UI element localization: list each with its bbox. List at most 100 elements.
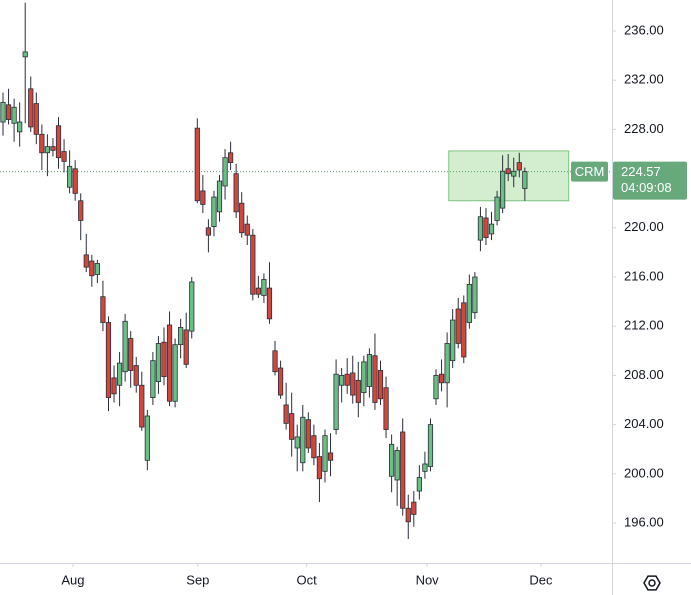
candle bbox=[322, 429, 328, 483]
candle bbox=[372, 333, 378, 410]
candle bbox=[172, 338, 178, 408]
candle-body bbox=[155, 343, 162, 382]
candle bbox=[139, 371, 145, 431]
candle-body bbox=[128, 338, 134, 371]
candle bbox=[222, 149, 228, 200]
candle-body bbox=[372, 355, 378, 403]
candle bbox=[505, 154, 511, 182]
candle-body bbox=[200, 190, 206, 205]
candle bbox=[294, 424, 300, 472]
candle-body bbox=[266, 287, 273, 320]
candle-body bbox=[11, 106, 17, 124]
candle bbox=[67, 150, 73, 194]
candle-body bbox=[28, 88, 34, 128]
candle-body bbox=[344, 373, 350, 386]
candle-body bbox=[244, 223, 250, 236]
candle bbox=[33, 92, 39, 145]
y-tick-label: 220.00 bbox=[624, 219, 664, 234]
candle bbox=[94, 259, 100, 284]
candle-body bbox=[339, 375, 345, 386]
y-tick-label: 200.00 bbox=[624, 465, 664, 480]
candle-body bbox=[255, 287, 261, 295]
candle bbox=[494, 190, 500, 226]
candle-body bbox=[166, 324, 173, 402]
candle bbox=[316, 443, 323, 503]
candle-body bbox=[139, 384, 145, 428]
x-tick-label: Sep bbox=[186, 572, 209, 587]
candle-body bbox=[211, 196, 217, 227]
y-tick-label: 196.00 bbox=[624, 514, 664, 529]
candle bbox=[239, 192, 245, 238]
candle-body bbox=[89, 260, 95, 277]
candle-body bbox=[522, 171, 528, 189]
x-tick-label: Nov bbox=[416, 572, 440, 587]
candle-body bbox=[233, 173, 239, 213]
candle bbox=[438, 359, 445, 392]
candle bbox=[39, 124, 45, 170]
candle-body bbox=[366, 354, 372, 387]
candle-body bbox=[494, 196, 500, 221]
candle-body bbox=[183, 329, 189, 365]
candle bbox=[411, 491, 417, 527]
candle-body bbox=[500, 170, 506, 209]
candle bbox=[178, 318, 184, 359]
y-tick-label: 204.00 bbox=[624, 416, 664, 431]
candle-body bbox=[0, 101, 6, 123]
y-tick-label: 208.00 bbox=[624, 367, 664, 382]
candle bbox=[289, 392, 295, 457]
candle-body bbox=[438, 373, 445, 384]
candle-body bbox=[105, 322, 112, 398]
candle bbox=[133, 356, 139, 393]
x-tick-label: Oct bbox=[297, 572, 318, 587]
candle bbox=[488, 211, 495, 241]
candle bbox=[383, 376, 389, 439]
candle-body bbox=[355, 379, 361, 403]
candle-body bbox=[55, 125, 62, 159]
candle bbox=[11, 98, 17, 142]
y-tick-label: 236.00 bbox=[624, 22, 664, 37]
candle-body bbox=[516, 162, 522, 171]
candle-body bbox=[416, 477, 422, 492]
candle-body bbox=[144, 415, 150, 461]
candle bbox=[244, 215, 250, 246]
candle-body bbox=[72, 168, 78, 194]
candle bbox=[122, 313, 128, 382]
candle-body bbox=[83, 254, 89, 268]
candle bbox=[55, 117, 62, 169]
candle-body bbox=[216, 180, 223, 213]
candle bbox=[344, 358, 350, 394]
candle bbox=[416, 465, 422, 500]
candle-body bbox=[277, 367, 284, 396]
candle-body bbox=[228, 152, 234, 164]
candle-body bbox=[389, 443, 395, 477]
candle-body bbox=[122, 320, 128, 373]
candle bbox=[277, 360, 284, 399]
candle-body bbox=[311, 435, 317, 459]
candle bbox=[22, 2, 28, 124]
candle-body bbox=[161, 341, 167, 378]
candle bbox=[5, 88, 12, 125]
candle bbox=[128, 331, 134, 388]
candle bbox=[205, 219, 212, 253]
candle-body bbox=[61, 151, 67, 162]
candle-body bbox=[116, 362, 123, 386]
symbol-badge bbox=[571, 161, 608, 182]
countdown-label: 04:09:08 bbox=[621, 180, 672, 195]
candle bbox=[261, 273, 267, 303]
candle-body bbox=[350, 372, 356, 396]
x-tick-label: Aug bbox=[61, 572, 84, 587]
candle-body bbox=[511, 170, 517, 177]
price-badge bbox=[613, 161, 687, 200]
candle bbox=[216, 174, 223, 222]
candle bbox=[461, 295, 467, 364]
candle-body bbox=[444, 343, 450, 384]
candle bbox=[250, 229, 256, 301]
symbol-label: CRM bbox=[575, 164, 605, 179]
settings-icon[interactable] bbox=[643, 575, 661, 591]
candle-body bbox=[33, 103, 39, 135]
candle bbox=[350, 355, 356, 404]
candle-body bbox=[5, 104, 12, 120]
candle bbox=[400, 418, 406, 516]
candle-body bbox=[505, 168, 511, 175]
